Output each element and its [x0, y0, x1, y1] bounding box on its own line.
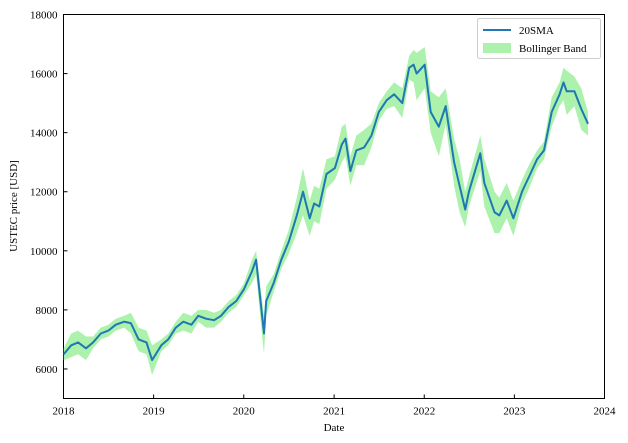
x-tick-label: 2020	[233, 406, 256, 418]
x-tick-label: 2021	[323, 406, 345, 418]
y-tick-label: 10000	[30, 246, 58, 258]
y-tick-label: 14000	[30, 128, 58, 140]
bollinger-band-layer	[63, 47, 588, 375]
legend-20sma-label: 20SMA	[519, 25, 554, 37]
y-axis-label: USTEC price [USD]	[8, 160, 20, 252]
sma-line-layer	[62, 63, 589, 362]
sma-20-line	[62, 63, 589, 362]
x-axis-label: Date	[324, 422, 345, 434]
legend-bollinger-band-swatch	[483, 43, 511, 53]
x-tick-label: 2019	[143, 406, 166, 418]
x-tick-label: 2022	[413, 406, 435, 418]
y-tick-label: 18000	[30, 10, 58, 22]
legend: 20SMA Bollinger Band	[477, 18, 601, 59]
x-tick-label: 2023	[503, 406, 526, 418]
x-tick-label: 2024	[594, 406, 617, 418]
y-tick-label: 8000	[36, 305, 59, 317]
y-tick-label: 6000	[36, 364, 59, 376]
legend-bollinger-band-label: Bollinger Band	[519, 43, 587, 55]
y-tick-label: 12000	[30, 187, 58, 199]
x-tick-label: 2018	[53, 406, 76, 418]
y-tick-label: 16000	[30, 69, 58, 81]
x-axis-ticks: 2018 2019 2020 2021 2022 2023 2024	[53, 394, 617, 418]
y-axis-ticks: 6000 8000 10000 12000 14000 16000 18000	[30, 10, 68, 376]
bollinger-band-area	[63, 47, 588, 375]
